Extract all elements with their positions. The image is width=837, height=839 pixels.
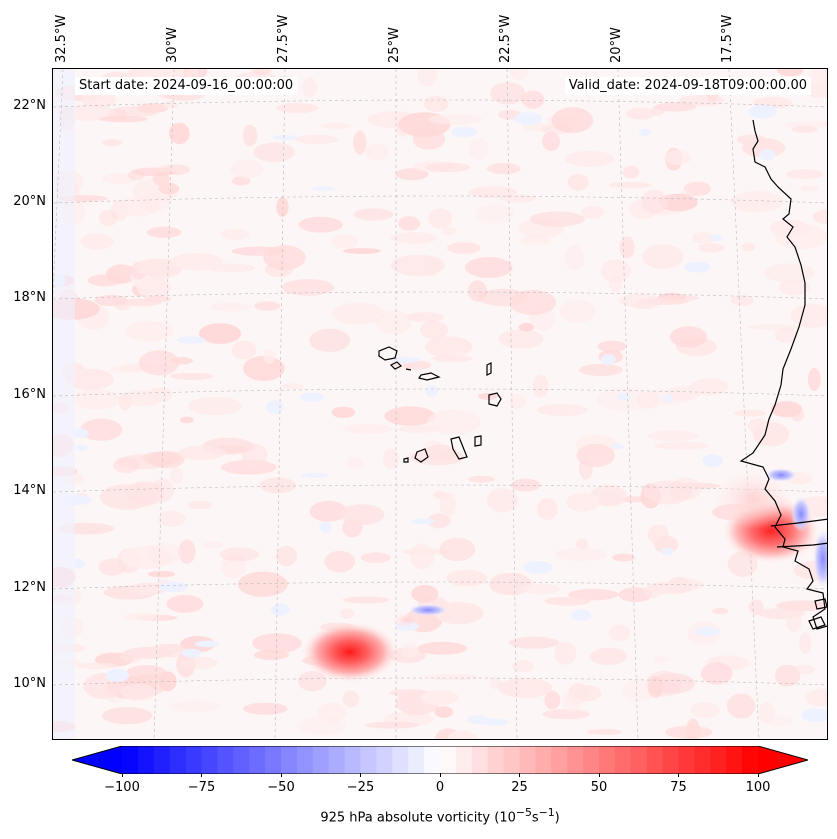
bijagos-2 [814,598,827,610]
colorbar-tick-mark [678,773,679,777]
map-panel [52,68,828,740]
vorticity-halo-coast [713,469,793,529]
colorbar-tick-label: 75 [670,780,687,795]
brava [403,457,409,463]
vorticity-spot-ocean-east [392,612,420,628]
colorbar-tick-mark [360,773,361,777]
colorbar-label: 925 hPa absolute vorticity (10−5s−1) [320,806,560,826]
lat-label: 14°N [13,483,46,498]
valid-date-label: Valid_date: 2024-09-18T09:00:00.00 [564,77,811,95]
colorbar-tick-label: −50 [267,780,295,795]
maio [474,435,482,447]
colorbar-extend-max [758,746,808,774]
lon-label: 30°W [165,27,180,63]
lon-label: 17.5°W [720,14,735,63]
colorbar-extend-min [72,746,122,774]
bijagos-1 [808,616,826,630]
colorbar-tick-mark [439,773,441,777]
colorbar-tick-label: −75 [187,780,216,795]
lat-label: 20°N [13,194,46,209]
lat-label: 10°N [13,676,46,691]
sao-nicolau [418,372,441,381]
santiago [450,436,468,460]
colorbar-tick-label: −25 [346,780,375,795]
lat-label: 16°N [13,387,46,402]
start-date-label: Start date: 2024-09-16_00:00:00 [75,77,298,95]
cabo-verde-islands [378,346,502,463]
sal [486,362,492,376]
west-africa-coast [739,119,827,630]
colorbar-tick-mark [598,773,600,777]
lon-label: 25°W [387,27,402,63]
colorbar-tick-label: −100 [104,780,140,795]
colorbar-tick-mark [757,773,759,777]
colorbar-tick-label: 100 [745,780,771,795]
gambia-river [770,518,827,527]
colorbar-tick-mark [519,773,520,777]
lon-label: 32.5°W [54,14,69,63]
coastline [739,119,827,630]
vorticity-max-ocean [302,622,398,682]
sao-vicente [389,361,403,370]
colorbar-tick-label: 50 [590,780,608,795]
lon-label: 20°W [609,27,624,63]
colorbar-tick-label: 0 [435,780,445,795]
colorbar-tick-mark [121,773,123,777]
graticule [53,69,827,739]
vorticity-min-coast [765,468,797,482]
vorticity-min-ocean [408,604,448,616]
fogo [414,448,429,463]
santo-antao [378,346,398,361]
lon-label: 27.5°W [276,14,291,63]
colorbar-tick-mark [280,773,282,777]
lon-label: 22.5°W [498,14,513,63]
colorbar-tick-mark [201,773,202,777]
colorbar-tick-label: 25 [511,780,528,795]
vorticity-min-coast-2 [791,496,811,532]
boa-vista [488,392,502,407]
lat-label: 12°N [13,580,46,595]
lat-label: 22°N [13,98,46,113]
colorbar [72,746,808,774]
santa-luzia [405,368,412,371]
lat-label: 18°N [13,290,46,305]
vorticity-field [53,69,827,739]
casamance [776,542,827,548]
vorticity-mottle [53,69,827,739]
